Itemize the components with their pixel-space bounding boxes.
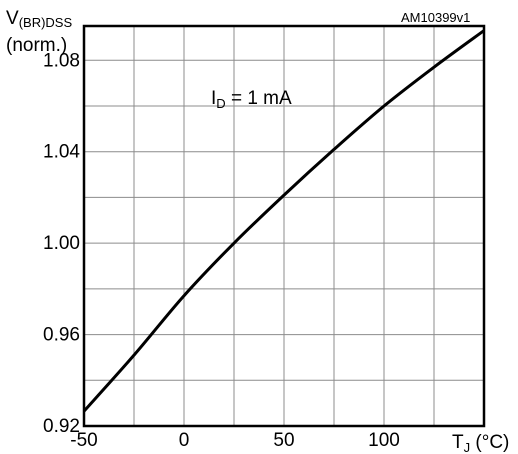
x-axis-label-main: T	[452, 432, 464, 453]
y-tick-label: 0.96	[43, 325, 80, 346]
grid-layer	[84, 26, 484, 426]
plot-frame	[82, 24, 486, 428]
series-layer	[82, 29, 485, 413]
y-tick-label: 0.92	[43, 416, 80, 437]
annotation-main: I	[211, 88, 216, 109]
x-axis-label: TJ (°C)	[452, 432, 509, 454]
y-tick-label: 1.00	[43, 233, 80, 254]
x-tick-label: 50	[273, 430, 294, 451]
annotation-label: ID = 1 mA	[211, 88, 292, 111]
y-tick-label: 1.04	[43, 142, 80, 163]
tick-label-layer: 0.92 0.96 1.00 1.04 1.08 -50 0 50 100	[43, 50, 400, 451]
x-axis-label-unit: (°C)	[470, 432, 509, 453]
x-tick-label: 0	[179, 430, 190, 451]
x-tick-label: -50	[70, 430, 97, 451]
y-axis-label-main: V	[6, 8, 19, 29]
x-tick-label: 100	[368, 430, 400, 451]
y-tick-label: 1.08	[43, 50, 80, 71]
annotation-rest: = 1 mA	[226, 88, 292, 109]
y-axis-label-line2: (norm.)	[6, 35, 67, 56]
x-axis-label-subscript: J	[464, 440, 471, 454]
series-line	[82, 29, 485, 413]
y-axis-label-subscript: (BR)DSS	[19, 15, 73, 30]
figure-id: AM10399v1	[401, 10, 470, 25]
y-axis-label: V(BR)DSS	[6, 8, 72, 30]
annotation-subscript: D	[216, 96, 225, 111]
